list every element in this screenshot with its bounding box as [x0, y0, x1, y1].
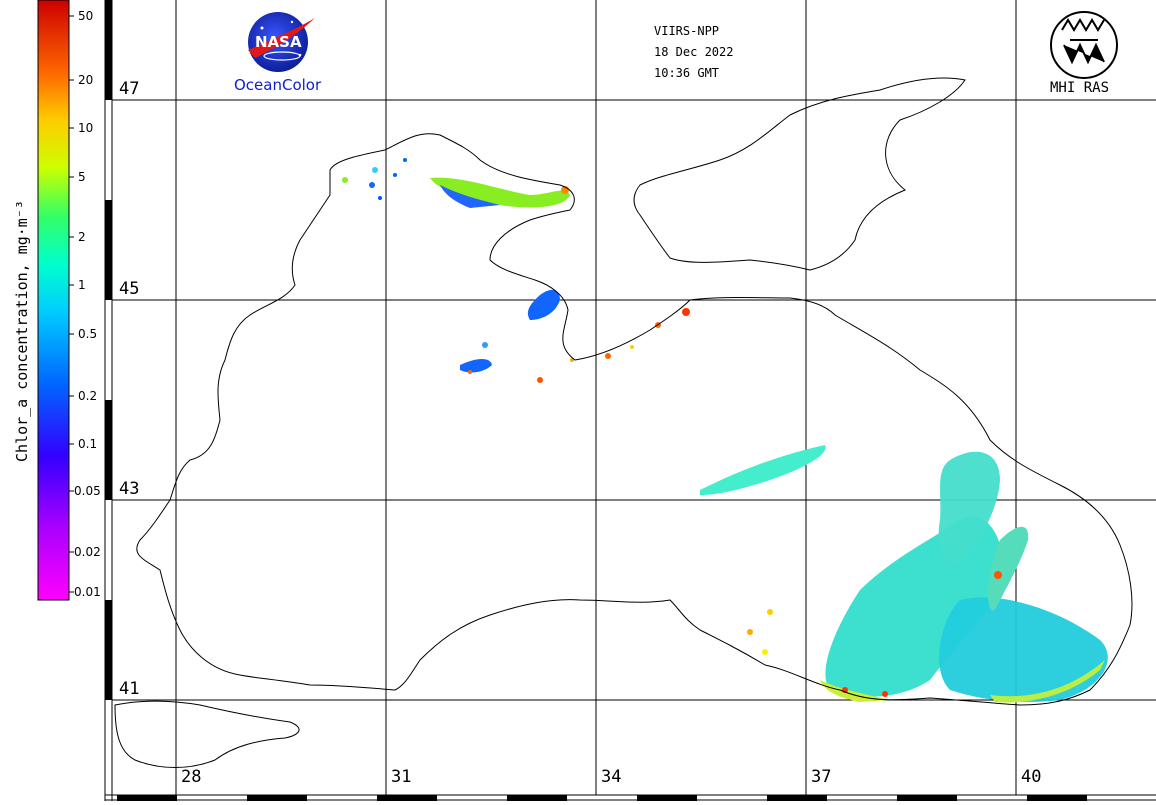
- chlorophyll-layer: [342, 158, 1108, 703]
- colorbar-tick-label: 20: [78, 73, 94, 87]
- longitude-label: 28: [180, 767, 203, 787]
- longitude-label: 37: [810, 767, 833, 787]
- colorbar-ticks: [69, 15, 74, 593]
- colorbar-frame: [37, 0, 70, 601]
- mhi-ras-wordmark: MHI RAS: [1050, 80, 1110, 96]
- mhi-ras-logo: [1050, 11, 1118, 79]
- colorbar-tick-label: 0.2: [78, 389, 98, 403]
- coastline: [114, 77, 1133, 768]
- nasa-logo: [248, 12, 315, 72]
- colorbar-tick-label: 0.1: [78, 437, 98, 451]
- colorbar-tick-label: 1: [78, 278, 86, 292]
- latitude-label: 41: [118, 679, 141, 699]
- sensor-label: VIIRS-NPP: [654, 24, 720, 38]
- oceancolor-wordmark: OceanColor: [234, 76, 322, 94]
- colorbar-title: Chlor_a concentration, mg·m⁻³: [13, 200, 31, 462]
- time-label: 10:36 GMT: [654, 66, 720, 80]
- map-frame: [104, 0, 1156, 801]
- colorbar-tick-label: 0.01: [74, 585, 101, 599]
- colorbar-tick-label: 10: [78, 121, 94, 135]
- longitude-label: 40: [1020, 767, 1043, 787]
- colorbar-tick-label: 0.05: [74, 484, 101, 498]
- colorbar: [38, 0, 69, 600]
- colorbar-tick-label: 0.02: [74, 545, 101, 559]
- longitude-label: 31: [390, 767, 413, 787]
- colorbar-tick-label: 2: [78, 230, 86, 244]
- colorbar-tick-label: 5: [78, 170, 86, 184]
- latitude-label: 43: [118, 479, 141, 499]
- date-label: 18 Dec 2022: [654, 45, 734, 59]
- latitude-label: 47: [118, 79, 141, 99]
- latitude-label: 45: [118, 279, 141, 299]
- longitude-label: 34: [600, 767, 623, 787]
- nasa-wordmark: NASA: [255, 33, 302, 51]
- colorbar-tick-label: 50: [78, 9, 94, 23]
- colorbar-tick-label: 0.5: [78, 327, 98, 341]
